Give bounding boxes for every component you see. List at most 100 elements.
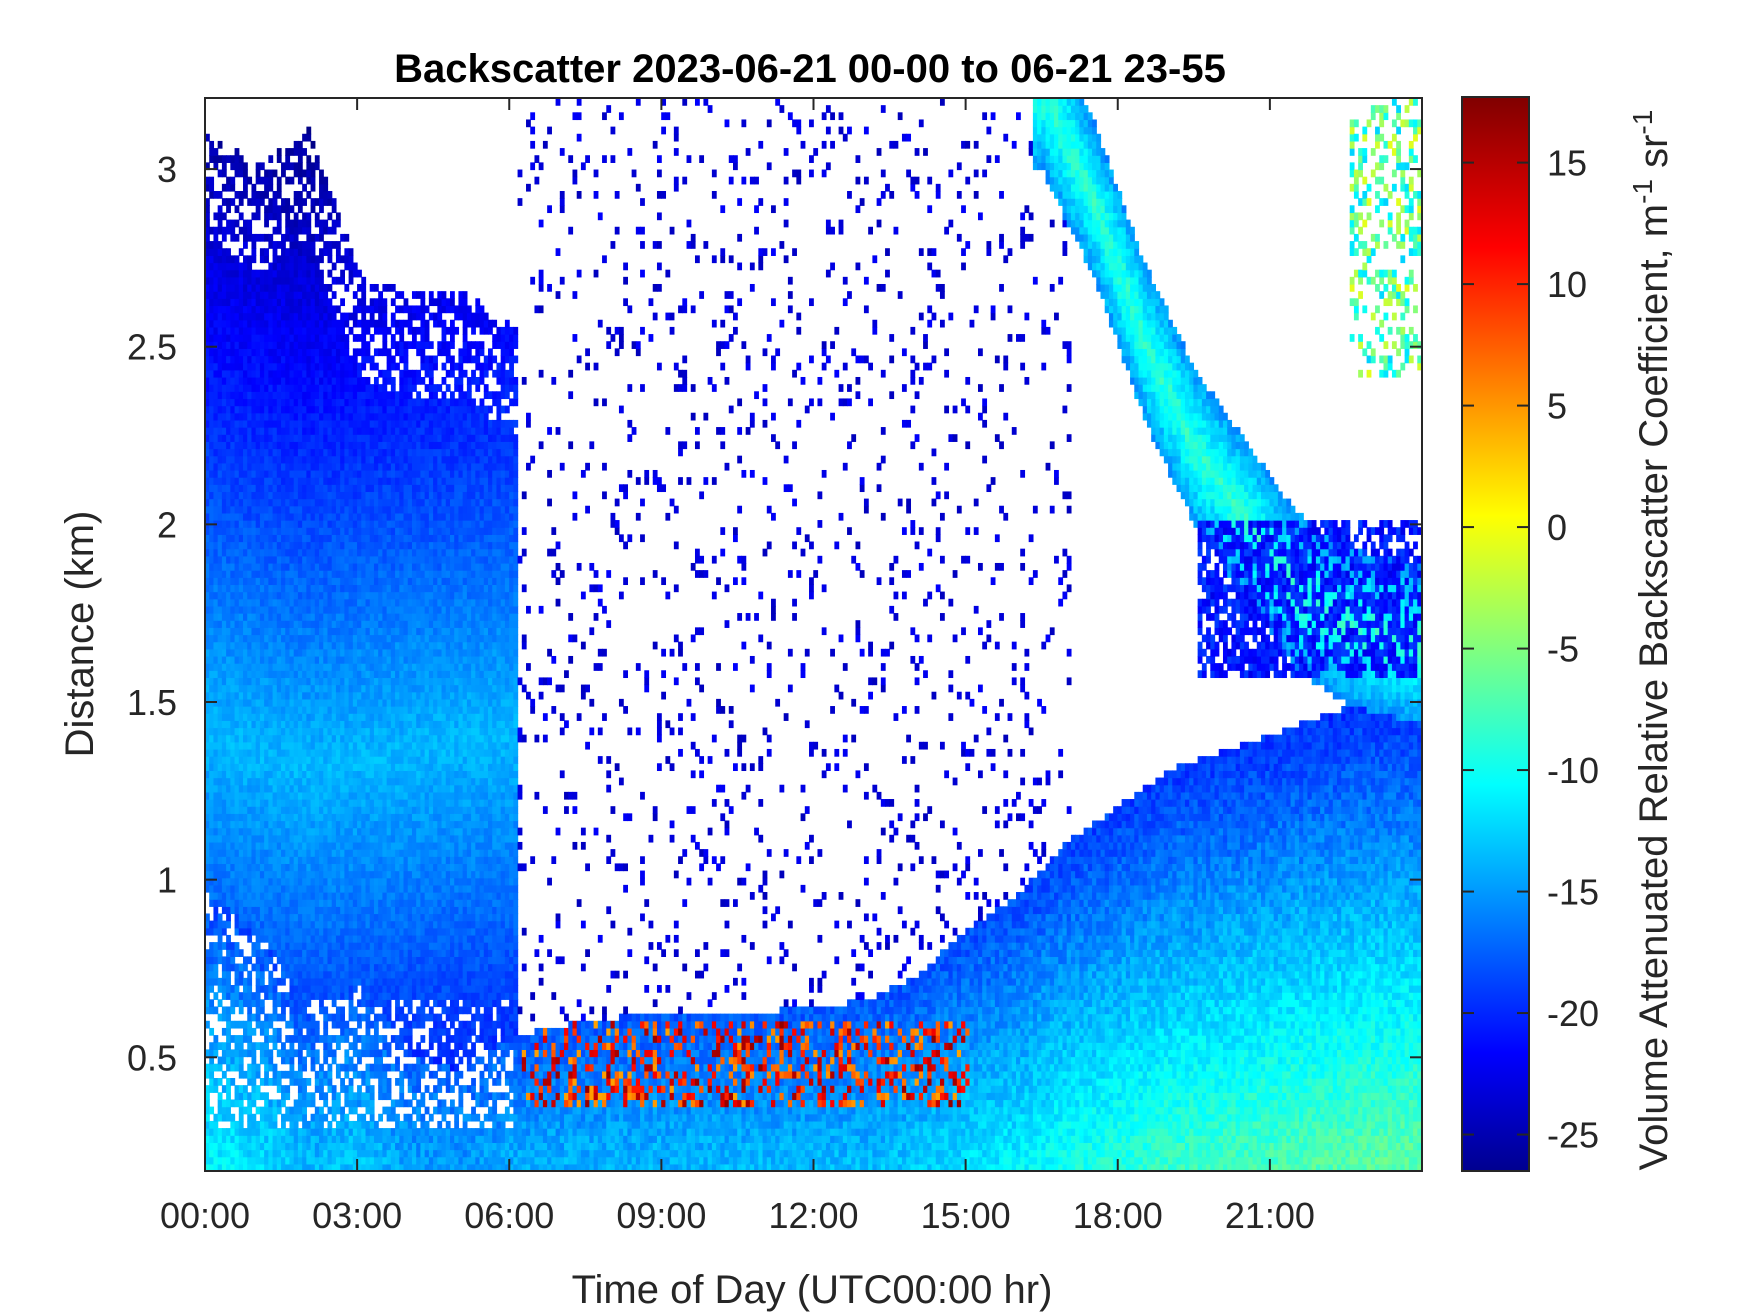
heatmap-cell [209, 548, 215, 557]
heatmap-cell [357, 591, 362, 600]
heatmap-cell [369, 663, 375, 671]
heatmap-cell [217, 920, 223, 929]
heatmap-cell [302, 806, 307, 814]
heatmap-cell [314, 233, 320, 242]
heatmap-cell [234, 534, 240, 543]
heatmap-cell [361, 520, 367, 528]
heatmap-cell [276, 863, 282, 872]
heatmap-cell [226, 319, 231, 328]
heatmap-cell [268, 448, 274, 457]
heatmap-cell [226, 799, 231, 807]
heatmap-cell [281, 355, 286, 364]
heatmap-cell [348, 892, 354, 900]
heatmap-cell [221, 255, 227, 264]
heatmap-cell [335, 777, 341, 786]
heatmap-cell [344, 763, 350, 772]
heatmap-cell [352, 448, 358, 457]
heatmap-cell [276, 555, 282, 564]
heatmap-cell [238, 677, 244, 686]
heatmap-cell [221, 541, 227, 550]
heatmap-cell [251, 942, 257, 950]
heatmap-cell [221, 448, 227, 457]
heatmap-cell [361, 434, 367, 442]
heatmap-cell [272, 634, 278, 643]
heatmap-cell [243, 734, 248, 743]
heatmap-cell [340, 985, 345, 993]
heatmap-cell [276, 899, 282, 907]
heatmap-cell [209, 942, 215, 950]
heatmap-cell [293, 1035, 299, 1043]
heatmap-cell [238, 434, 244, 442]
heatmap-cell [306, 763, 312, 772]
heatmap-cell [369, 1070, 375, 1079]
heatmap-cell [344, 641, 350, 650]
heatmap-cell [306, 927, 312, 936]
heatmap-cell [238, 398, 244, 407]
heatmap-cell [251, 598, 257, 607]
heatmap-cell [285, 777, 291, 786]
heatmap-cell [335, 577, 341, 586]
heatmap-cell [340, 920, 345, 929]
heatmap-cell [264, 183, 269, 192]
heatmap-cell [272, 520, 278, 528]
chart-title: Backscatter 2023-06-21 00-00 to 06-21 23… [394, 47, 1226, 91]
heatmap-cell [255, 355, 261, 364]
heatmap-cell [259, 162, 265, 171]
heatmap-cell [361, 276, 367, 285]
heatmap-cell [335, 970, 341, 979]
heatmap-cell [285, 684, 291, 693]
heatmap-cell [259, 934, 265, 943]
heatmap-cell [213, 763, 219, 772]
heatmap-cell [314, 477, 320, 485]
heatmap-cell [297, 305, 303, 314]
heatmap-cell [217, 477, 223, 485]
heatmap-cell [327, 491, 333, 500]
heatmap-cell [205, 1020, 210, 1029]
heatmap-cell [297, 484, 303, 493]
heatmap-cell [289, 512, 295, 521]
heatmap-cell [369, 913, 375, 922]
heatmap-cell [268, 691, 274, 700]
heatmap-cell [365, 813, 371, 822]
heatmap-cell [221, 441, 227, 450]
heatmap-cell [361, 362, 367, 371]
heatmap-cell [297, 942, 303, 950]
heatmap-cell [230, 1128, 236, 1136]
heatmap-cell [344, 913, 350, 922]
heatmap-cell [297, 634, 303, 643]
heatmap-cell [243, 1128, 248, 1136]
heatmap-cell [238, 1056, 244, 1065]
heatmap-cell [365, 405, 371, 414]
heatmap-cell [314, 598, 320, 607]
heatmap-cell [217, 441, 223, 450]
heatmap-cell [272, 276, 278, 285]
heatmap-cell [314, 262, 320, 271]
heatmap-cell [264, 384, 269, 392]
heatmap-cell [238, 162, 244, 171]
heatmap-cell [331, 226, 337, 235]
heatmap-cell [221, 198, 227, 206]
heatmap-cell [331, 698, 337, 707]
heatmap-cell [323, 648, 329, 657]
heatmap-cell [243, 334, 248, 342]
heatmap-cell [352, 362, 358, 371]
heatmap-cell [327, 398, 333, 407]
heatmap-cell [226, 1027, 231, 1036]
heatmap-cell [335, 934, 341, 943]
heatmap-cell [289, 419, 295, 428]
heatmap-cell [344, 505, 350, 514]
heatmap-cell [221, 627, 227, 636]
heatmap-cell [247, 427, 253, 435]
heatmap-cell [335, 1156, 341, 1165]
heatmap-cell [352, 1049, 358, 1058]
heatmap-cell [285, 992, 291, 1000]
heatmap-cell [310, 469, 316, 478]
heatmap-cell [365, 799, 371, 807]
heatmap-cell [340, 648, 345, 657]
heatmap-cell [205, 219, 210, 228]
heatmap-cell [234, 806, 240, 814]
heatmap-cell [340, 684, 345, 693]
heatmap-cell [205, 534, 210, 543]
heatmap-cell [205, 849, 210, 857]
heatmap-cell [238, 291, 244, 299]
